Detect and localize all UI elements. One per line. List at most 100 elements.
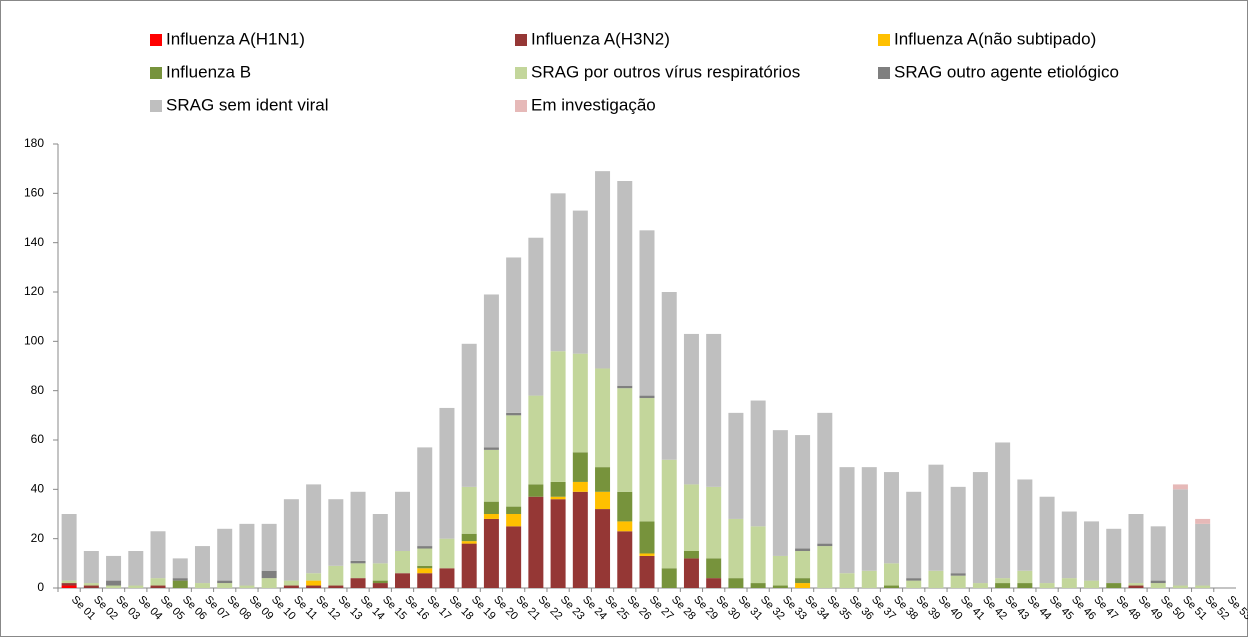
bar-segment: [461, 533, 477, 542]
bar-segment: [150, 531, 166, 579]
bar-segment: [61, 514, 77, 581]
bar-segment: [817, 546, 833, 588]
bar-segment: [950, 575, 966, 588]
bar-segment: [795, 551, 811, 579]
bar-segment: [217, 583, 233, 588]
bar-segment: [1106, 583, 1122, 588]
bar-segment: [995, 578, 1011, 584]
bar-segment: [506, 526, 522, 588]
bar-segment: [595, 491, 611, 510]
bar-segment: [639, 521, 655, 554]
bar-segment: [1150, 583, 1166, 588]
y-tick-label: 100: [24, 334, 44, 348]
legend-label: SRAG outro agente etiológico: [894, 62, 1119, 81]
bar-segment: [350, 578, 366, 588]
y-tick-label: 80: [31, 383, 45, 397]
bar-segment: [1017, 479, 1033, 571]
bar-segment: [972, 583, 988, 588]
bar-segment: [639, 398, 655, 522]
bar-segment: [706, 578, 722, 588]
bar-segment: [239, 523, 255, 586]
bar-segment: [506, 257, 522, 413]
bar-segment: [617, 181, 633, 386]
bar-segment: [350, 491, 366, 561]
bar-segment: [261, 570, 277, 579]
bar-segment: [328, 499, 344, 566]
bar-segment: [1195, 585, 1211, 588]
bar-segment: [728, 518, 744, 579]
bar-segment: [1017, 583, 1033, 588]
bar-segment: [661, 459, 677, 569]
bar-segment: [61, 585, 77, 588]
bar-segment: [372, 514, 388, 564]
bar-segment: [483, 449, 499, 502]
bar-segment: [106, 585, 122, 588]
bar-segment: [795, 583, 811, 588]
bar-segment: [417, 565, 433, 569]
bar-segment: [172, 578, 188, 581]
legend-label: Em investigação: [531, 95, 656, 114]
bar-segment: [728, 412, 744, 519]
bar-segment: [995, 442, 1011, 579]
bar-segment: [595, 368, 611, 468]
bar-segment: [128, 585, 144, 588]
bar-segment: [172, 558, 188, 579]
bar-segment: [950, 486, 966, 574]
y-tick-label: 60: [31, 432, 45, 446]
bar-segment: [194, 546, 210, 584]
bar-segment: [950, 573, 966, 576]
bar-segment: [772, 555, 788, 586]
bar-segment: [750, 583, 766, 588]
bar-segment: [461, 343, 477, 487]
legend-swatch: [878, 34, 890, 46]
legend-swatch: [515, 67, 527, 79]
bar-segment: [439, 407, 455, 539]
bar-segment: [795, 578, 811, 584]
bar-segment: [639, 555, 655, 588]
y-tick-label: 120: [24, 284, 44, 298]
bar-segment: [972, 472, 988, 584]
bar-segment: [683, 558, 699, 588]
bar-segment: [617, 491, 633, 522]
bar-segment: [83, 551, 99, 584]
bar-segment: [995, 583, 1011, 588]
bar-segment: [506, 415, 522, 507]
bar-segment: [706, 558, 722, 579]
bar-segment: [483, 501, 499, 514]
bar-segment: [639, 230, 655, 396]
bar-segment: [550, 499, 566, 588]
bar-segment: [683, 551, 699, 559]
bar-segment: [861, 467, 877, 571]
bar-segment: [639, 553, 655, 556]
bar-segment: [506, 514, 522, 527]
bar-segment: [883, 585, 899, 588]
bar-segment: [572, 210, 588, 354]
legend-label: SRAG por outros vírus respiratórios: [531, 62, 800, 81]
bar-segment: [306, 580, 322, 586]
bar-segment: [728, 578, 744, 588]
bar-segment: [928, 570, 944, 588]
bar-segment: [795, 548, 811, 551]
bar-segment: [350, 563, 366, 579]
bar-segment: [483, 447, 499, 450]
bar-segment: [572, 452, 588, 482]
bar-segment: [795, 435, 811, 549]
bar-segment: [861, 570, 877, 588]
legend-swatch: [515, 34, 527, 46]
bar-segment: [283, 585, 299, 588]
bar-segment: [572, 491, 588, 588]
bar-segment: [817, 412, 833, 544]
bar-segment: [1061, 578, 1077, 588]
bar-segment: [372, 580, 388, 584]
bar-segment: [150, 578, 166, 586]
bar-segment: [883, 563, 899, 586]
bar-segment: [350, 560, 366, 564]
bar-segment: [683, 333, 699, 485]
bar-segment: [128, 551, 144, 586]
y-tick-label: 40: [31, 482, 45, 496]
bar-segment: [772, 585, 788, 588]
y-tick-label: 140: [24, 235, 44, 249]
bar-segment: [595, 171, 611, 369]
bar-segment: [61, 583, 77, 586]
y-tick-label: 20: [31, 531, 45, 545]
